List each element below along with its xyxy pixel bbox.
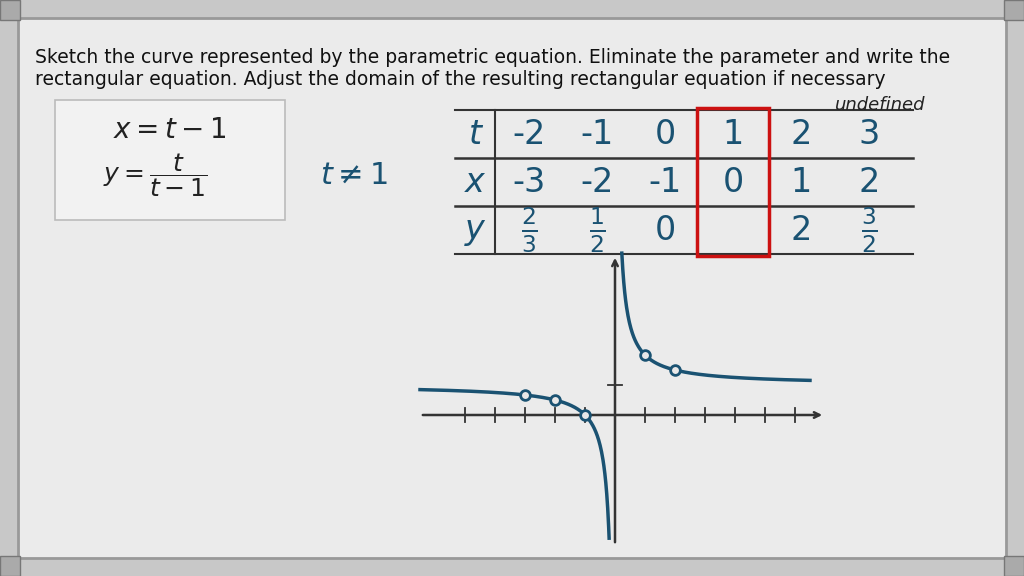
Bar — [1004, 0, 1024, 20]
Text: y: y — [465, 214, 485, 247]
Text: $y = \dfrac{t}{t-1}$: $y = \dfrac{t}{t-1}$ — [102, 151, 207, 199]
Text: Sketch the curve represented by the parametric equation. Eliminate the parameter: Sketch the curve represented by the para… — [35, 48, 950, 67]
Bar — [0, 556, 20, 576]
Text: rectangular equation. Adjust the domain of the resulting rectangular equation if: rectangular equation. Adjust the domain … — [35, 70, 886, 89]
Text: $\frac{1}{2}$: $\frac{1}{2}$ — [589, 205, 605, 255]
Text: 0: 0 — [654, 214, 676, 247]
Text: 2: 2 — [791, 118, 812, 150]
Bar — [55, 100, 285, 220]
Text: undefined: undefined — [835, 96, 926, 114]
Text: $x = t - 1$: $x = t - 1$ — [114, 116, 226, 144]
Text: 2: 2 — [858, 165, 880, 199]
Text: 1: 1 — [791, 165, 812, 199]
Text: $\frac{3}{2}$: $\frac{3}{2}$ — [860, 205, 878, 255]
Text: $t \neq 1$: $t \neq 1$ — [319, 161, 388, 190]
Text: -2: -2 — [581, 165, 613, 199]
Text: -2: -2 — [512, 118, 546, 150]
Bar — [697, 108, 769, 256]
Text: 3: 3 — [858, 118, 880, 150]
Text: -3: -3 — [512, 165, 546, 199]
Text: -1: -1 — [648, 165, 682, 199]
Text: 0: 0 — [722, 165, 743, 199]
Bar — [0, 0, 20, 20]
Text: 1: 1 — [722, 118, 743, 150]
Text: 0: 0 — [654, 118, 676, 150]
Text: -1: -1 — [581, 118, 613, 150]
Text: $\frac{2}{3}$: $\frac{2}{3}$ — [520, 205, 538, 255]
Text: x: x — [465, 165, 485, 199]
Text: t: t — [468, 118, 481, 150]
Bar — [1004, 556, 1024, 576]
Text: 2: 2 — [791, 214, 812, 247]
